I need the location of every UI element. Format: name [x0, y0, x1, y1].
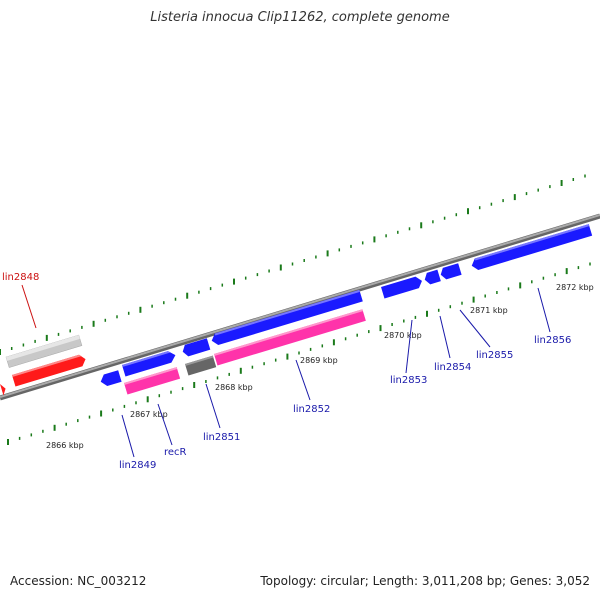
kbp-label-2866: 2866 kbp	[46, 441, 84, 450]
kbp-label-2872: 2872 kbp	[556, 283, 594, 292]
forward-cds-track	[5, 224, 593, 387]
gene-label-lin2852[interactable]: lin2852	[293, 404, 330, 415]
cds-lin2856-blue[interactable]	[470, 224, 593, 271]
gene-label-recR[interactable]: recR	[164, 447, 187, 458]
gene-label-lin2855[interactable]: lin2855	[476, 350, 513, 361]
genome-summary-text: Topology: circular; Length: 3,011,208 bp…	[260, 574, 590, 588]
gene-label-lin2849[interactable]: lin2849	[119, 460, 156, 471]
kbp-label-2871: 2871 kbp	[470, 306, 508, 315]
cds-darkgray[interactable]	[185, 355, 217, 376]
kbp-label-2868: 2868 kbp	[215, 383, 253, 392]
accession-text: Accession: NC_003212	[10, 574, 147, 588]
cds-lin2852-magenta[interactable]	[214, 309, 366, 366]
cds-red-edge[interactable]	[0, 383, 7, 396]
cds-lin2853-blue[interactable]	[381, 275, 424, 299]
cds-lin2852-blue[interactable]	[210, 289, 363, 347]
reverse-cds-track	[0, 309, 366, 396]
cds-blue-small-left[interactable]	[99, 370, 122, 387]
gene-label-lin2848[interactable]: lin2848	[2, 272, 39, 283]
kbp-label-2869: 2869 kbp	[300, 356, 338, 365]
cds-lin2854-blue[interactable]	[423, 269, 441, 286]
cds-lin2851-blue[interactable]	[181, 338, 211, 357]
kbp-label-2867: 2867 kbp	[130, 410, 168, 419]
cds-recR-magenta[interactable]	[124, 367, 181, 395]
gene-label-lin2853[interactable]: lin2853	[390, 375, 427, 386]
cds-gray-1[interactable]	[5, 334, 83, 368]
cds-lin2849-blue[interactable]	[122, 349, 177, 377]
gene-label-lin2851[interactable]: lin2851	[203, 432, 240, 443]
gene-leader-lines	[21, 284, 551, 458]
cds-lin2855-blue[interactable]	[439, 263, 462, 280]
genome-backbone-highlight	[0, 214, 600, 398]
gene-label-lin2856[interactable]: lin2856	[534, 335, 571, 346]
map-title: Listeria innocua Clip11262, complete gen…	[150, 10, 450, 25]
gene-label-lin2854[interactable]: lin2854	[434, 362, 471, 373]
cds-lin2848-red[interactable]	[12, 353, 87, 387]
kbp-label-2870: 2870 kbp	[384, 331, 422, 340]
upper-tick-track	[0, 174, 586, 355]
lower-tick-track	[7, 262, 591, 445]
